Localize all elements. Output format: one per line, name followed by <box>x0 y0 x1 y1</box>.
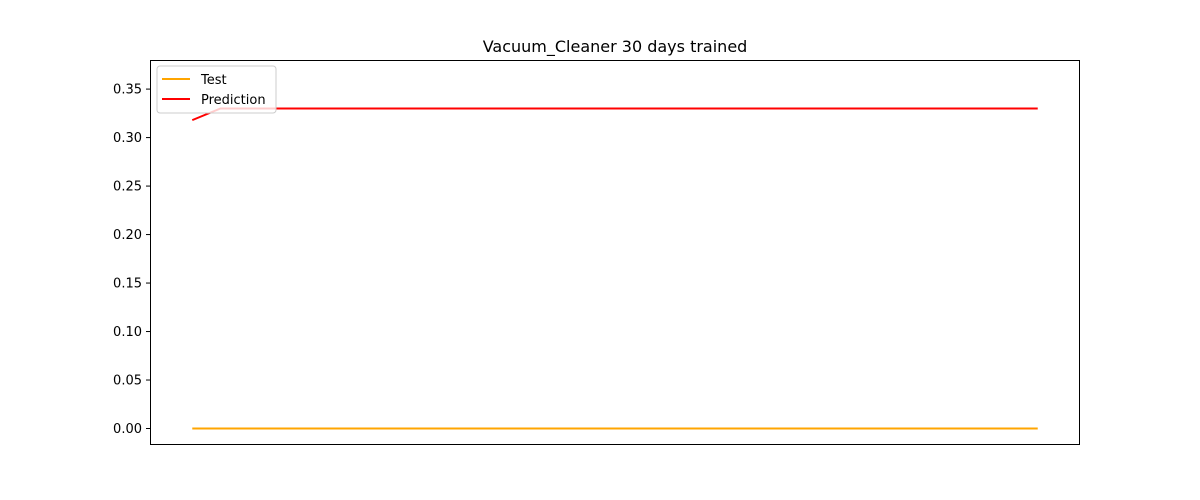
plot-area-frame <box>150 60 1080 445</box>
chart-title: Vacuum_Cleaner 30 days trained <box>483 37 748 57</box>
y-tick-label: 0.10 <box>113 325 142 340</box>
y-tick-label: 0.00 <box>113 422 142 437</box>
y-axis: 0.00 0.05 0.10 0.15 0.20 0.25 0.30 0.35 <box>113 83 150 437</box>
y-tick-label: 0.20 <box>113 228 142 243</box>
y-tick-label: 0.35 <box>113 83 142 98</box>
series-line-prediction <box>191 107 1038 122</box>
legend-label-prediction: Prediction <box>201 93 266 108</box>
legend-box <box>156 65 277 114</box>
y-tick-label: 0.25 <box>113 180 142 195</box>
y-tick-label: 0.30 <box>113 131 142 146</box>
legend-label-test: Test <box>200 73 227 88</box>
series-layer <box>191 107 1038 430</box>
y-tick-label: 0.05 <box>113 374 142 389</box>
y-tick-label: 0.15 <box>113 277 142 292</box>
legend: Test Prediction <box>156 65 277 114</box>
